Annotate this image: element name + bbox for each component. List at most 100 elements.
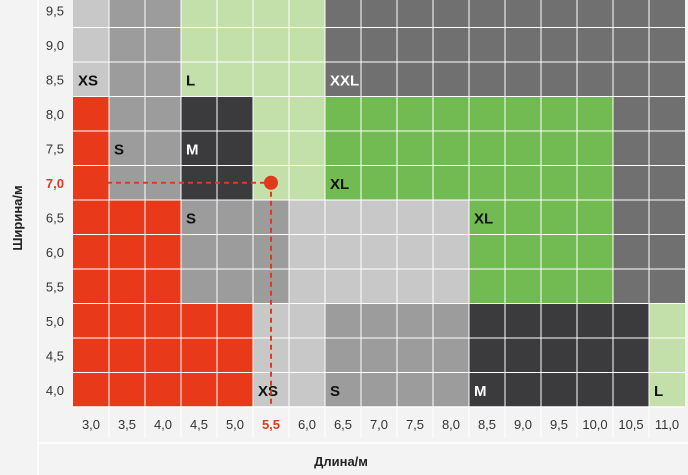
zone-label: XS <box>258 383 278 400</box>
y-tick-label: 8,5 <box>46 72 64 87</box>
zone-label: L <box>186 72 195 89</box>
heatmap-cell <box>73 372 109 407</box>
heatmap-cell <box>145 338 181 373</box>
heatmap-cell <box>217 62 253 97</box>
heatmap-cell <box>397 303 433 338</box>
heatmap-cell <box>613 96 649 131</box>
selection-marker <box>107 175 278 405</box>
heatmap-cell <box>577 200 613 235</box>
heatmap-cell <box>289 338 325 373</box>
heatmap-cell <box>397 372 433 407</box>
x-tick-label: 10,5 <box>618 417 643 432</box>
grid-lines <box>37 0 688 475</box>
heatmap-cell <box>109 27 145 62</box>
heatmap-cell <box>397 0 433 28</box>
heatmap-cell <box>289 96 325 131</box>
heatmap-cell <box>217 0 253 28</box>
heatmap-cell <box>469 303 505 338</box>
heatmap-cell <box>649 303 685 338</box>
heatmap-cell <box>505 131 541 166</box>
heatmap-cell <box>469 131 505 166</box>
x-tick-label: 11,0 <box>655 417 679 432</box>
heatmap-cell <box>613 200 649 235</box>
heatmap-cell <box>145 0 181 28</box>
heatmap-cell <box>73 165 109 200</box>
y-tick-label: 9,5 <box>46 3 64 18</box>
heatmap-cell <box>181 27 217 62</box>
heatmap-cell <box>541 234 577 269</box>
heatmap-cell <box>397 27 433 62</box>
heatmap-cell <box>361 62 397 97</box>
heatmap-cell <box>217 96 253 131</box>
heatmap-cell <box>613 234 649 269</box>
heatmap-cell <box>433 62 469 97</box>
heatmap-cell <box>289 200 325 235</box>
y-tick-label: 5,5 <box>46 279 64 294</box>
heatmap-cell <box>541 372 577 407</box>
heatmap-cell <box>649 200 685 235</box>
heatmap-cell <box>613 131 649 166</box>
heatmap-cell <box>325 96 361 131</box>
heatmap-cell <box>145 200 181 235</box>
heatmap-cell <box>145 372 181 407</box>
heatmap-cell <box>469 372 505 407</box>
heatmap-cell <box>145 131 181 166</box>
heatmap-cell <box>361 338 397 373</box>
heatmap-cell <box>577 269 613 304</box>
heatmap-cell <box>145 27 181 62</box>
heatmap-cell <box>73 27 109 62</box>
heatmap-cell <box>145 96 181 131</box>
heatmap-cell <box>109 96 145 131</box>
heatmap-cell <box>469 234 505 269</box>
heatmap-cell <box>361 303 397 338</box>
y-tick-label: 5,0 <box>46 314 64 329</box>
heatmap-cell <box>397 200 433 235</box>
x-tick-label: 4,5 <box>190 417 208 432</box>
heatmap-cell <box>73 200 109 235</box>
heatmap-cell <box>433 303 469 338</box>
heatmap-cell <box>397 338 433 373</box>
heatmap-cell <box>505 62 541 97</box>
heatmap-cell <box>505 269 541 304</box>
heatmap-cell <box>469 200 505 235</box>
heatmap-cell <box>325 0 361 28</box>
heatmap-cell <box>361 234 397 269</box>
heatmap-cell <box>469 0 505 28</box>
heatmap-cell <box>397 165 433 200</box>
heatmap-cell <box>73 62 109 97</box>
heatmap-cell <box>145 269 181 304</box>
heatmap-cell <box>505 338 541 373</box>
heatmap-cell <box>289 0 325 28</box>
heatmap-cell <box>397 234 433 269</box>
heatmap-cell <box>73 234 109 269</box>
heatmap-cell <box>577 131 613 166</box>
x-tick-label: 8,5 <box>478 417 496 432</box>
heatmap-cell <box>577 165 613 200</box>
heatmap-cell <box>181 372 217 407</box>
heatmap-cell <box>109 234 145 269</box>
heatmap-cell <box>217 372 253 407</box>
heatmap-cell <box>361 165 397 200</box>
heatmap-cell <box>469 165 505 200</box>
heatmap-cell <box>541 62 577 97</box>
heatmap-cell <box>433 96 469 131</box>
heatmap-cell <box>289 372 325 407</box>
heatmap-cell <box>217 303 253 338</box>
heatmap-cell <box>325 165 361 200</box>
heatmap-cell <box>613 0 649 28</box>
heatmap-cell <box>181 269 217 304</box>
heatmap-cell <box>217 27 253 62</box>
heatmap-cell <box>577 372 613 407</box>
heatmap-cell <box>361 131 397 166</box>
heatmap-cell <box>505 303 541 338</box>
heatmap-cell <box>109 338 145 373</box>
zone-label: S <box>114 141 124 158</box>
heatmap-cell <box>289 269 325 304</box>
zone-labels: XS L XXL S M XL S XL XS S M L <box>78 72 663 400</box>
heatmap-cell <box>109 303 145 338</box>
heatmap-cell <box>109 62 145 97</box>
heatmap-cell <box>145 234 181 269</box>
heatmap-cell <box>649 131 685 166</box>
heatmap-cell <box>577 338 613 373</box>
